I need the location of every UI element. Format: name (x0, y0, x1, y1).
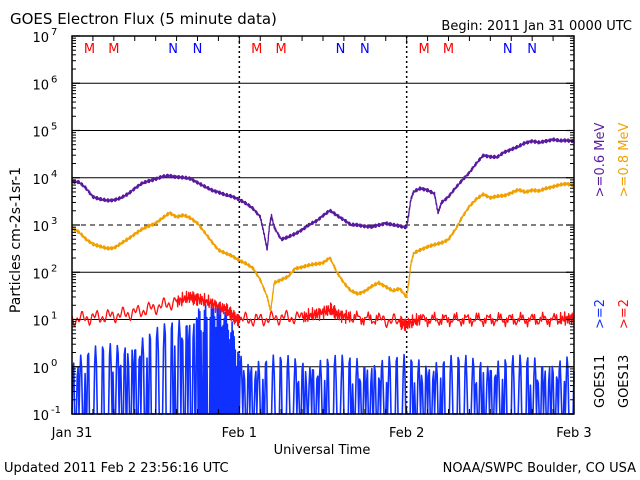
legend-item-mev2_goes11: >=2 (593, 299, 608, 329)
legend-satellite-GOES13: GOES13 (617, 355, 632, 408)
chart-title: GOES Electron Flux (5 minute data) (10, 10, 277, 28)
y-tick-label: 10 (32, 267, 49, 282)
y-tick-label: 10 (32, 362, 49, 377)
y-tick-label: 10 (32, 173, 49, 188)
x-tick-label: Feb 1 (222, 426, 257, 441)
begin-label: Begin: 2011 Jan 31 0000 UTC (441, 19, 632, 34)
y-tick-exponent: 1 (51, 311, 57, 322)
legend-item-mev2_goes13: >=2 (617, 299, 632, 329)
marker-N: N (360, 42, 370, 57)
y-tick-exponent: -1 (51, 405, 61, 416)
marker-M: M (418, 42, 429, 57)
x-tick-label: Jan 31 (51, 426, 93, 441)
x-axis-label: Universal Time (274, 443, 371, 458)
marker-M: M (443, 42, 454, 57)
series-lines (71, 137, 575, 415)
marker-M: M (108, 42, 119, 57)
marker-M: M (84, 42, 95, 57)
y-tick-exponent: 5 (51, 122, 57, 133)
y-tick-label: 10 (32, 409, 49, 424)
series-line-mev06 (71, 137, 575, 251)
marker-N: N (503, 42, 513, 57)
y-tick-exponent: 7 (51, 27, 57, 38)
y-tick-label: 10 (32, 31, 49, 46)
y-tick-label: 10 (32, 220, 49, 235)
marker-N: N (193, 42, 203, 57)
y-tick-exponent: 3 (51, 216, 57, 227)
y-tick-exponent: 0 (51, 358, 57, 369)
marker-M: M (276, 42, 287, 57)
marker-M: M (251, 42, 262, 57)
y-tick-exponent: 2 (51, 263, 57, 274)
y-tick-label: 10 (32, 315, 49, 330)
legend-satellite-GOES11: GOES11 (593, 355, 608, 408)
x-tick-label: Feb 3 (556, 426, 591, 441)
legend-item-mev06: >=0.6 MeV (593, 123, 608, 198)
marker-N: N (527, 42, 537, 57)
marker-N: N (168, 42, 178, 57)
y-tick-exponent: 4 (51, 169, 57, 180)
y-tick-label: 10 (32, 126, 49, 141)
x-tick-label: Feb 2 (389, 426, 424, 441)
y-axis-label: Particles cm-2s-1sr-1 (8, 167, 24, 313)
x-axis-ticks: Jan 31 Feb 1 Feb 2 Feb 3 (51, 426, 592, 441)
updated-label: Updated 2011 Feb 2 23:56:16 UTC (4, 461, 229, 476)
credit-label: NOAA/SWPC Boulder, CO USA (443, 461, 636, 476)
y-tick-label: 10 (32, 78, 49, 93)
legend-item-mev08: >=0.8 MeV (617, 123, 632, 198)
legend: GOES11 >=2 >=0.6 MeV GOES13 >=2 >=0.8 MeV (593, 123, 632, 408)
marker-N: N (336, 42, 346, 57)
y-tick-exponent: 6 (51, 74, 57, 85)
series-line-mev08 (71, 181, 575, 312)
series-line-mev2_goes13 (71, 290, 575, 332)
